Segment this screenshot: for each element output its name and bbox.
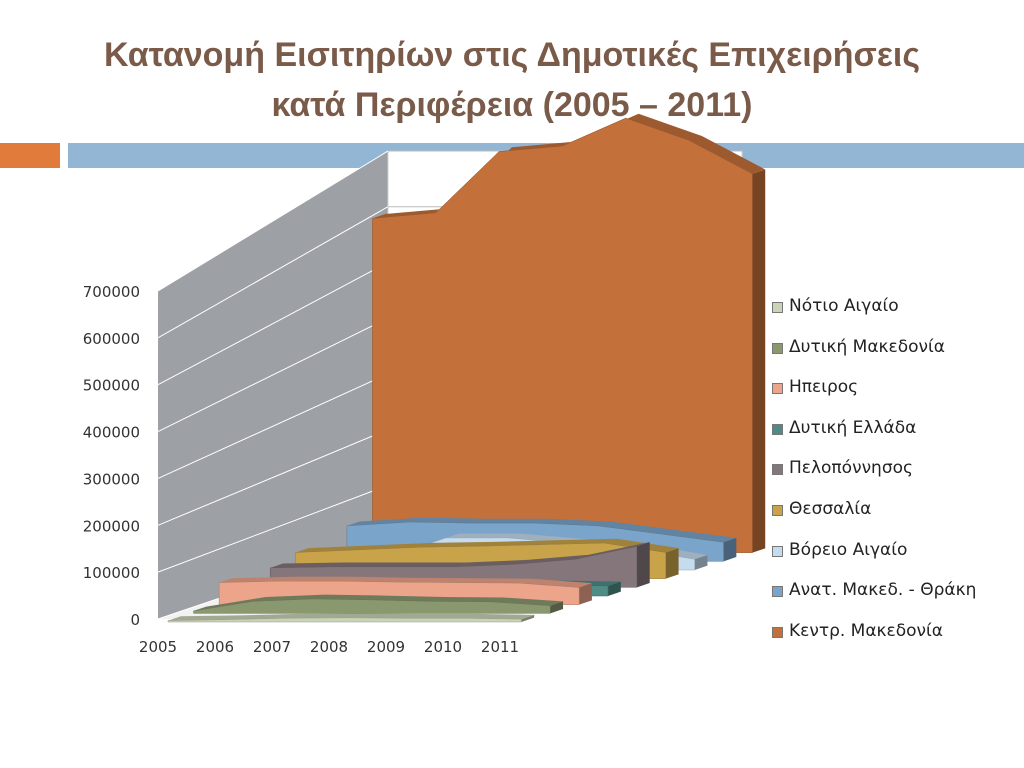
legend-swatch: [772, 504, 783, 516]
legend-label: Δυτική Ελλάδα: [789, 417, 917, 438]
y-tick-label: 100000: [83, 564, 140, 582]
series-side-2: [579, 583, 592, 605]
legend-swatch: [772, 545, 783, 557]
accent-band-orange: [0, 143, 60, 168]
legend-swatch: [772, 626, 783, 638]
series-side-1: [550, 601, 564, 614]
gridline-side: [157, 206, 389, 339]
legend-label: Ηπειρος: [789, 377, 859, 398]
legend-swatch: [772, 423, 783, 435]
series-area-1: [193, 598, 551, 614]
gridline-side: [157, 484, 389, 573]
legend-label: Κεντρ. Μακεδονία: [789, 620, 944, 641]
legend-label: Ανατ. Μακεδ. - Θράκη: [789, 580, 977, 601]
x-tick-label: 2008: [310, 638, 348, 656]
x-tick-label: 2010: [424, 638, 462, 656]
y-tick-label: 700000: [83, 283, 140, 301]
x-tick-label: 2006: [196, 638, 234, 656]
y-axis: 0 100000 200000 300000 400000 500000 600000 700…: [83, 283, 140, 629]
legend-item: Δυτική Μακεδονία: [772, 337, 976, 378]
series-side-4: [636, 541, 650, 588]
series-topband-4: [270, 541, 650, 568]
legend-item: Πελοπόννησος: [772, 458, 976, 499]
series-side-7: [723, 537, 737, 562]
x-tick-label: 2009: [367, 638, 405, 656]
slide-title: Κατανομή Εισιτηρίων στις Δημοτικές Επιχε…: [0, 30, 1024, 130]
chart-legend: Νότιο Αιγαίο Δυτική Μακεδονία Ηπειρος Δυτικ…: [772, 296, 976, 661]
x-tick-label: 2007: [253, 638, 291, 656]
x-tick-label: 2005: [139, 638, 177, 656]
gridline-side: [157, 373, 389, 479]
gridline-side: [157, 150, 389, 292]
legend-swatch: [772, 342, 783, 354]
chart-series: [167, 113, 766, 623]
legend-item: Κεντρ. Μακεδονία: [772, 621, 976, 662]
x-axis: 2005 2006 2007 2008 2009 2010 2011: [139, 638, 519, 656]
y-tick-label: 400000: [83, 424, 140, 442]
legend-label: Πελοπόννησος: [789, 458, 913, 479]
series-side-3: [608, 581, 621, 596]
gridline-side: [157, 429, 389, 526]
x-tick-label: 2011: [481, 638, 519, 656]
gridline-side: [157, 317, 389, 433]
series-side-6: [694, 554, 708, 570]
legend-item: Θεσσαλία: [772, 499, 976, 540]
legend-swatch: [772, 302, 783, 313]
legend-item: Ανατ. Μακεδ. - Θράκη: [772, 580, 976, 621]
slide-title-line-2: κατά Περιφέρεια (2005 – 2011): [271, 86, 753, 124]
y-tick-label: 500000: [83, 377, 140, 395]
gridline-side: [157, 261, 389, 386]
y-tick-label: 600000: [83, 330, 140, 348]
legend-item: Ηπειρος: [772, 377, 976, 418]
side-wall: [158, 151, 388, 619]
series-topband-7: [346, 517, 737, 543]
legend-swatch: [772, 464, 783, 476]
series-side-8: [752, 169, 766, 553]
legend-label: Νότιο Αιγαίο: [789, 296, 899, 316]
series-area-8: [372, 117, 753, 553]
series-topband-1: [193, 594, 564, 611]
y-tick-label: 300000: [83, 470, 140, 488]
legend-swatch: [772, 383, 783, 395]
legend-label: Δυτική Μακεδονία: [789, 336, 945, 357]
legend-label: Θεσσαλία: [789, 498, 872, 519]
legend-swatch: [772, 586, 783, 598]
y-tick-label: 0: [130, 611, 140, 629]
legend-item: Βόρειο Αιγαίο: [772, 540, 976, 581]
series-area-0: [167, 617, 522, 623]
legend-item: Νότιο Αιγαίο: [772, 296, 976, 337]
slide-title-line-1: Κατανομή Εισιτηρίων στις Δημοτικές Επιχε…: [103, 36, 921, 74]
series-side-5: [665, 548, 679, 579]
y-tick-label: 200000: [83, 517, 140, 535]
series-topband-5: [295, 538, 679, 553]
legend-item: Δυτική Ελλάδα: [772, 418, 976, 459]
legend-label: Βόρειο Αιγαίο: [789, 539, 908, 560]
series-side-0: [521, 614, 535, 622]
